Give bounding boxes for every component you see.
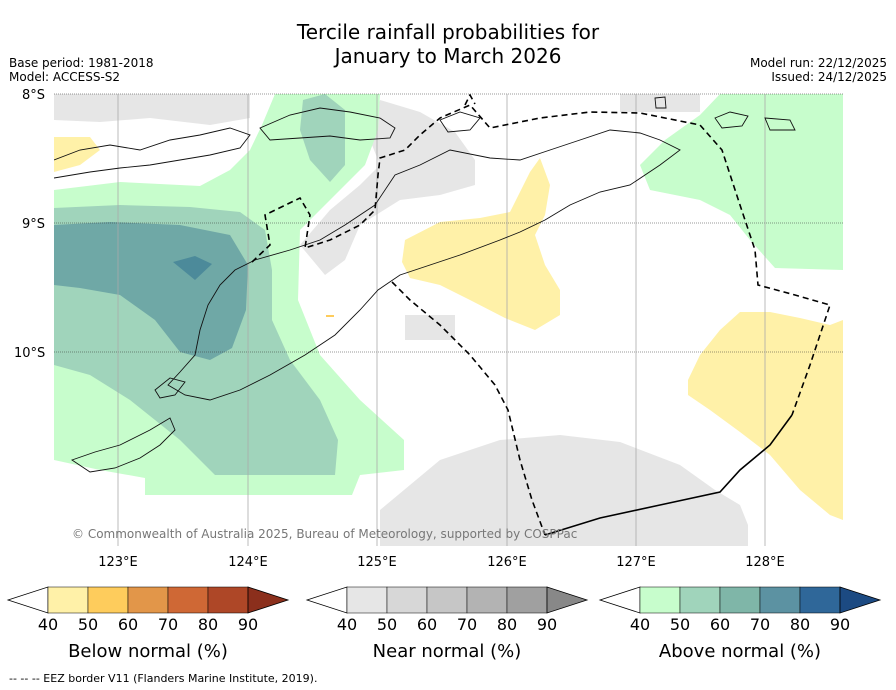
lon-labels: 123°E 124°E 125°E 126°E 127°E 128°E <box>98 555 785 570</box>
gridlines <box>54 93 843 353</box>
above-normal-80-region <box>173 256 212 280</box>
lat-label-9s: 9°S <box>22 217 45 232</box>
colorbar-tick: 70 <box>457 615 477 634</box>
copyright-notice: © Commonwealth of Australia 2025, Bureau… <box>72 527 577 541</box>
title-line-1: Tercile rainfall probabilities for <box>296 20 600 44</box>
colorbar-near-label: Near normal (%) <box>373 641 522 662</box>
lat-label-10s: 10°S <box>14 346 45 361</box>
colorbar-above-ticks: 40 50 60 70 80 90 <box>630 615 850 634</box>
colorbar-tick: 60 <box>118 615 138 634</box>
near-normal-region <box>300 100 475 275</box>
probability-fields <box>54 94 843 546</box>
colorbar-below-swatch <box>207 586 249 614</box>
lon-label-127e: 127°E <box>616 555 656 570</box>
colorbar-tick: 60 <box>417 615 437 634</box>
colorbar-above-swatch <box>799 586 841 614</box>
colorbar-below-swatch <box>127 586 169 614</box>
colorbar-tick: 80 <box>198 615 218 634</box>
sumba-coastline <box>70 417 176 473</box>
meta-left: Base period: 1981-2018 Model: ACCESS-S2 <box>9 56 154 84</box>
near-normal-region <box>54 94 250 125</box>
colorbar-above-swatch <box>639 586 681 614</box>
above-normal-region <box>640 94 843 270</box>
chart-title: Tercile rainfall probabilities for Janua… <box>0 20 896 68</box>
colorbar-tick: 90 <box>830 615 850 634</box>
model-name: Model: ACCESS-S2 <box>9 70 121 84</box>
lon-label-128e: 128°E <box>745 555 785 570</box>
colorbar-below-high-arrow <box>247 586 290 614</box>
eez-border <box>251 94 832 536</box>
colorbar-tick: 60 <box>710 615 730 634</box>
colorbar-below-label: Below normal (%) <box>68 641 228 662</box>
colorbar-near-low-arrow <box>305 586 348 614</box>
colorbar-near-swatch <box>346 586 388 614</box>
meridians <box>117 94 766 546</box>
above-normal-70-region <box>54 222 248 360</box>
colorbar-tick: 40 <box>38 615 58 634</box>
colorbar-below-swatch <box>87 586 129 614</box>
timor-coastline <box>167 129 681 401</box>
colorbar-tick: 80 <box>497 615 517 634</box>
lon-label-123e: 123°E <box>98 555 138 570</box>
near-normal-region <box>405 315 455 340</box>
islands-ne-coastline <box>654 96 796 131</box>
below-normal-region <box>402 158 560 330</box>
colorbar-above-swatch <box>759 586 801 614</box>
roti-coastline <box>154 377 186 399</box>
colorbar-tick: 50 <box>670 615 690 634</box>
issued-date: Issued: 24/12/2025 <box>771 70 887 84</box>
colorbar-near-swatch <box>466 586 508 614</box>
near-normal-region <box>620 94 700 112</box>
lon-label-124e: 124°E <box>228 555 268 570</box>
colorbar-tick: 70 <box>158 615 178 634</box>
colorbar-below-swatch <box>47 586 89 614</box>
colorbar-tick: 40 <box>630 615 650 634</box>
below-normal-region <box>326 315 334 317</box>
colorbar-below <box>6 586 290 614</box>
wetar-coastline <box>439 111 481 133</box>
footnote: -- -- -- EEZ border V11 (Flanders Marine… <box>9 672 318 685</box>
lon-label-126e: 126°E <box>487 555 527 570</box>
colorbar-above <box>598 586 882 614</box>
colorbar-below-swatch <box>167 586 209 614</box>
colorbar-near-swatch <box>506 586 548 614</box>
colorbar-tick: 40 <box>337 615 357 634</box>
lon-label-125e: 125°E <box>357 555 397 570</box>
colorbar-tick: 80 <box>790 615 810 634</box>
colorbar-above-swatch <box>679 586 721 614</box>
colorbar-tick: 50 <box>377 615 397 634</box>
near-normal-region <box>380 435 748 546</box>
model-run: Model run: 22/12/2025 <box>749 56 887 70</box>
colorbar-near-swatch <box>386 586 428 614</box>
colorbar-below-low-arrow <box>6 586 49 614</box>
alor-coastline <box>259 107 396 141</box>
meta-right: Model run: 22/12/2025 Issued: 24/12/2025 <box>750 56 887 84</box>
colorbar-near <box>305 586 589 614</box>
coastlines <box>54 96 796 473</box>
flores-coastline <box>54 127 251 179</box>
colorbar-near-ticks: 40 50 60 70 80 90 <box>337 615 557 634</box>
colorbar-below-ticks: 40 50 60 70 80 90 <box>38 615 258 634</box>
lat-label-8s: 8°S <box>22 88 45 103</box>
colorbar-above-high-arrow <box>839 586 882 614</box>
colorbar-above-label: Above normal (%) <box>659 641 821 662</box>
colorbar-tick: 90 <box>238 615 258 634</box>
below-normal-region <box>54 137 100 172</box>
above-normal-60-region <box>300 94 345 182</box>
base-period: Base period: 1981-2018 <box>9 56 154 70</box>
eez-border-solid <box>544 414 793 536</box>
colorbar-tick: 50 <box>78 615 98 634</box>
colorbar-above-swatch <box>719 586 761 614</box>
colorbar-tick: 70 <box>750 615 770 634</box>
colorbar-tick: 90 <box>537 615 557 634</box>
colorbar-above-low-arrow <box>598 586 641 614</box>
title-line-2: January to March 2026 <box>334 44 562 68</box>
below-normal-region <box>688 312 843 520</box>
lat-labels: 8°S 9°S 10°S <box>14 88 45 361</box>
colorbar-near-high-arrow <box>546 586 589 614</box>
colorbar-near-swatch <box>426 586 468 614</box>
